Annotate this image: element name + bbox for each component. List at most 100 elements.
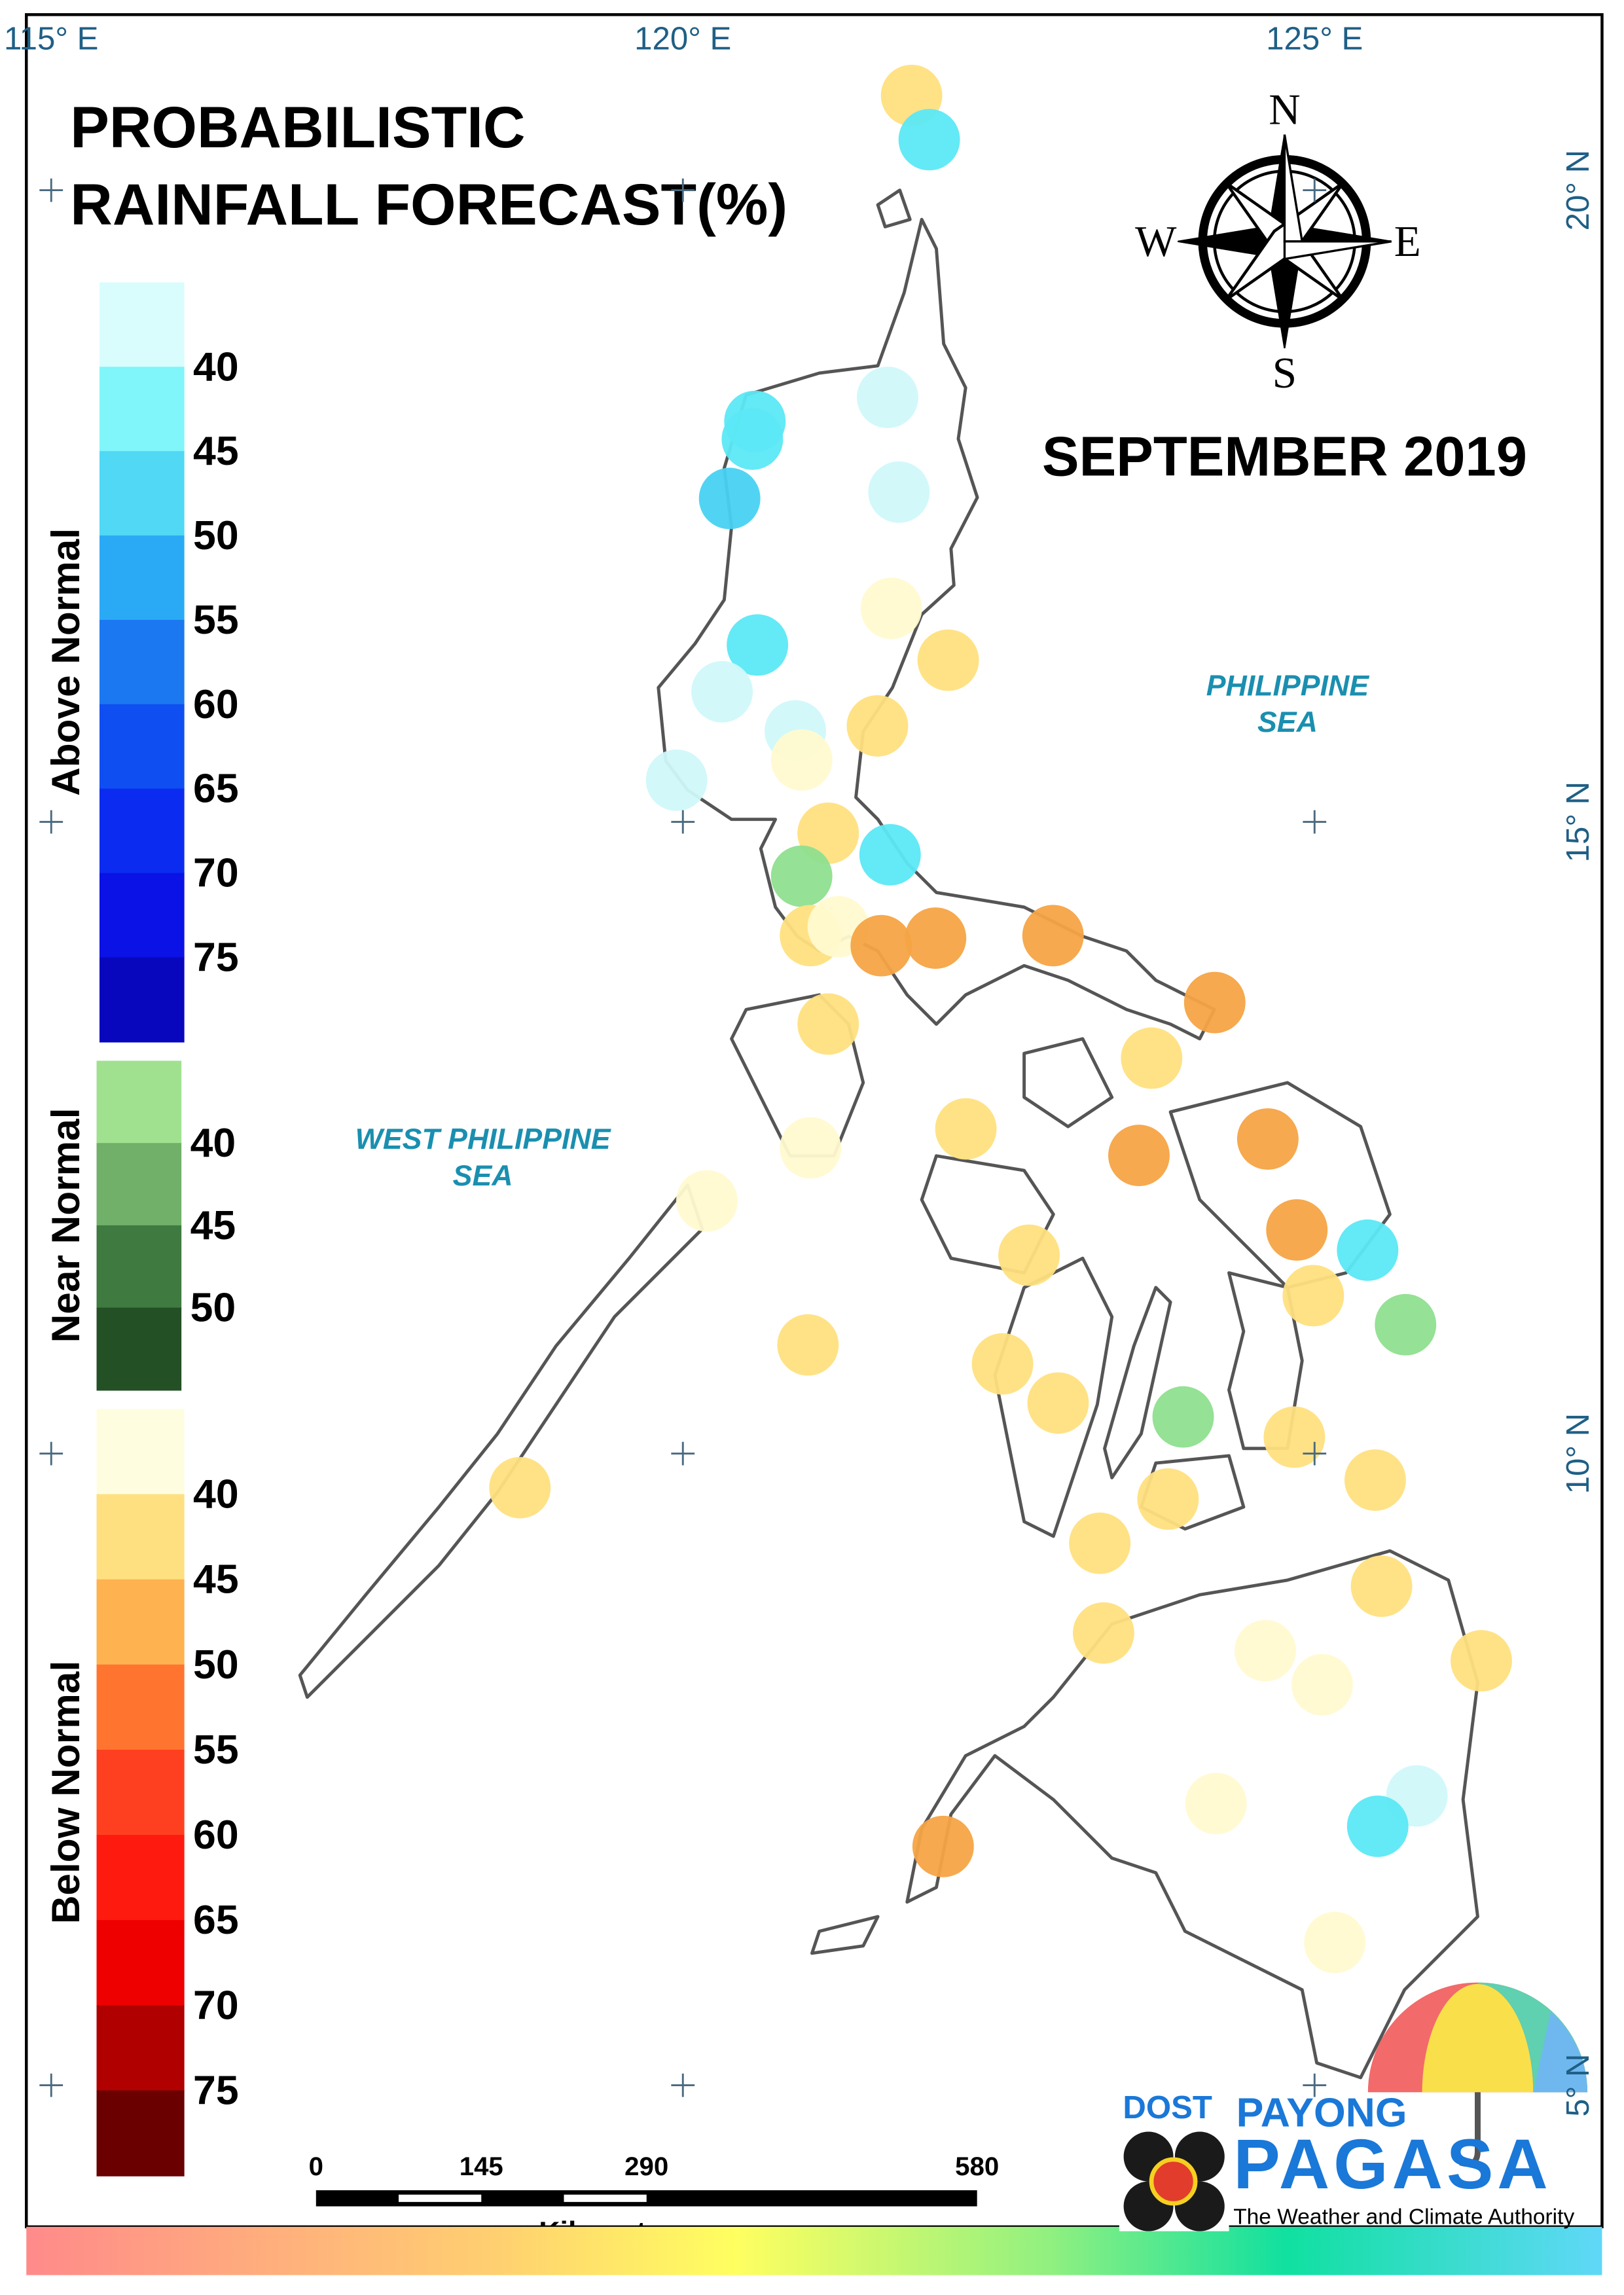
period: SEPTEMBER 2019 — [1042, 425, 1527, 487]
title-line: PROBABILISTIC — [70, 94, 525, 160]
legend-label: 50 — [193, 1642, 239, 1688]
legend-swatch — [96, 1664, 185, 1751]
legend-label: 50 — [193, 513, 239, 558]
legend-title: Below Normal — [43, 1661, 88, 1924]
lat-label: 5° N — [1560, 2054, 1596, 2117]
legend-swatch — [96, 1307, 182, 1391]
compass-letter: W — [1135, 217, 1177, 266]
legend-swatch — [99, 873, 185, 958]
scale-segment — [399, 2194, 482, 2202]
legend-label: 75 — [193, 935, 239, 981]
station-dot — [898, 109, 960, 171]
station-dot — [1266, 1199, 1328, 1261]
station-dot — [1304, 1911, 1366, 1974]
station-dot — [971, 1333, 1034, 1395]
legend-label: 40 — [190, 1120, 236, 1166]
legend-swatch — [96, 1143, 182, 1227]
station-dot — [777, 1314, 839, 1376]
station-dot — [1375, 1293, 1437, 1356]
legend-swatch — [99, 367, 185, 452]
station-dot — [797, 993, 859, 1055]
compass-letter: E — [1394, 217, 1421, 266]
compass: N E S W — [1135, 85, 1421, 397]
legend-label: 65 — [193, 766, 239, 812]
scale-label: 0 — [309, 2152, 323, 2181]
scale-label: 145 — [460, 2152, 503, 2181]
legend-swatch — [96, 1920, 185, 2006]
legend-swatch — [96, 1060, 182, 1144]
logo-tagline: The Weather and Climate Authority — [1233, 2205, 1574, 2229]
legend-swatch — [96, 1835, 185, 1921]
legend-swatch — [99, 957, 185, 1043]
logo-brand: PAYONG — [1236, 2090, 1407, 2136]
lon-label: 120° E — [634, 21, 731, 57]
legend-label: 45 — [193, 1557, 239, 1602]
station-dot — [1108, 1125, 1170, 1187]
station-dot — [1451, 1630, 1512, 1692]
station-dot — [721, 408, 784, 470]
station-dot — [917, 629, 979, 691]
legend-label: 55 — [193, 1727, 239, 1773]
logo-agency: DOST — [1123, 2089, 1212, 2125]
lat-label: 20° N — [1560, 150, 1596, 230]
station-dot — [1346, 1796, 1409, 1857]
station-dot — [1344, 1449, 1406, 1511]
legend-swatch — [96, 2005, 185, 2091]
legend-label: 60 — [193, 681, 239, 727]
station-dot — [1350, 1555, 1413, 1617]
station-dot — [868, 461, 930, 523]
station-dot — [1235, 1619, 1296, 1682]
stations — [489, 64, 1512, 1974]
sea-label: WEST PHILIPPINE — [355, 1123, 611, 1155]
legend-label: 50 — [190, 1285, 236, 1331]
station-dot — [860, 577, 922, 640]
legend-swatch — [96, 1494, 185, 1580]
station-dot — [856, 367, 918, 429]
legend-swatch — [99, 704, 185, 789]
station-dot — [1263, 1406, 1326, 1468]
station-dot — [1185, 1773, 1247, 1835]
station-dot — [998, 1224, 1060, 1286]
legend-label: 40 — [193, 344, 239, 389]
lon-label: 115° E — [4, 21, 98, 57]
station-dot — [1236, 1108, 1299, 1170]
scale-label: 290 — [624, 2152, 668, 2181]
legend-label: 65 — [193, 1897, 239, 1943]
station-dot — [1069, 1512, 1131, 1574]
legend-swatch — [99, 788, 185, 874]
legend-label: 45 — [193, 428, 239, 474]
legend-label: 40 — [193, 1472, 239, 1517]
station-dot — [1073, 1602, 1134, 1664]
lon-label: 125° E — [1266, 21, 1363, 57]
station-dot — [727, 614, 789, 676]
legend-swatch — [99, 282, 185, 368]
legend-swatch — [96, 1409, 185, 1495]
station-dot — [676, 1170, 738, 1232]
sea-label: SEA — [1257, 706, 1318, 738]
station-dot — [859, 823, 921, 886]
station-dot — [1027, 1372, 1089, 1434]
station-dot — [645, 749, 708, 811]
scale-label: 580 — [955, 2152, 999, 2181]
station-dot — [905, 907, 967, 969]
legend-swatch — [99, 451, 185, 537]
station-dot — [691, 660, 753, 723]
legend-swatch — [99, 535, 185, 621]
legend-swatch — [99, 619, 185, 705]
title-line: RAINFALL FORECAST(%) — [70, 172, 787, 237]
legend-swatch — [96, 1749, 185, 1836]
legend-label: 55 — [193, 597, 239, 643]
legend-swatch — [96, 1579, 185, 1665]
station-dot — [1022, 905, 1084, 967]
legend-title: Above Normal — [43, 528, 88, 796]
station-dot — [935, 1098, 997, 1160]
station-dot — [1337, 1219, 1399, 1281]
legend-label: 70 — [193, 1982, 239, 2028]
legend-swatch — [96, 1225, 182, 1309]
station-dot — [1121, 1027, 1183, 1089]
station-dot — [698, 467, 761, 530]
station-dot — [489, 1456, 551, 1519]
station-dot — [912, 1815, 974, 1877]
lat-label: 15° N — [1560, 782, 1596, 862]
